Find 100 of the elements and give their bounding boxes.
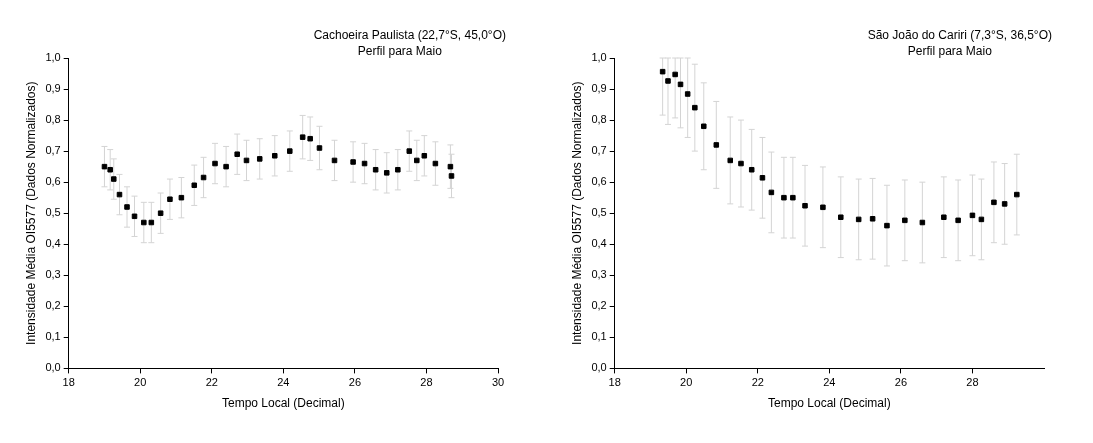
y-tick-label: 0,8 <box>45 113 61 126</box>
chart-subtitle: Perfil para Maio <box>907 44 993 59</box>
point <box>759 175 766 181</box>
y-tick-label: 0,0 <box>45 361 61 374</box>
point <box>299 134 306 140</box>
x-tick-label: 20 <box>134 376 147 389</box>
y-tick-label: 1,0 <box>591 51 607 64</box>
y-tick-label: 0,5 <box>45 206 61 219</box>
point <box>111 176 117 182</box>
point <box>684 91 691 97</box>
point <box>919 219 926 226</box>
point <box>969 212 976 219</box>
point <box>1014 191 1020 198</box>
point <box>838 214 844 220</box>
point <box>350 159 356 165</box>
point <box>212 160 218 167</box>
point <box>148 219 155 226</box>
x-tick-label: 18 <box>608 376 621 389</box>
point <box>748 166 755 173</box>
point <box>884 222 890 229</box>
point <box>781 194 787 201</box>
point <box>191 182 198 189</box>
y-tick-label: 0,2 <box>45 299 61 312</box>
point <box>178 194 185 201</box>
point <box>1001 201 1008 207</box>
point <box>713 142 720 148</box>
y-tick-label: 1,0 <box>45 51 61 64</box>
y-axis-title: Intensidade Média OI5577 (Dados Normalizados) <box>569 81 584 345</box>
point <box>223 163 229 170</box>
point <box>991 199 997 206</box>
y-tick-label: 0,1 <box>45 330 61 343</box>
point <box>372 166 379 173</box>
point <box>820 204 826 211</box>
x-tick-label: 24 <box>277 376 290 389</box>
x-axis-title: Tempo Local (Decimal) <box>767 396 891 411</box>
x-tick-label: 28 <box>420 376 433 389</box>
point <box>107 166 113 173</box>
point <box>978 216 985 223</box>
y-tick-label: 0,9 <box>591 82 607 95</box>
point <box>307 135 313 142</box>
y-tick-label: 0,4 <box>45 237 61 250</box>
y-tick-label: 0,3 <box>591 268 607 281</box>
point <box>738 160 744 167</box>
x-tick-label: 24 <box>823 376 836 389</box>
point <box>448 173 455 179</box>
point <box>955 217 961 224</box>
point <box>941 214 947 220</box>
y-tick-label: 0,0 <box>591 361 607 374</box>
y-tick-label: 0,4 <box>591 237 607 250</box>
point <box>167 196 173 202</box>
chart-title: Cachoeira Paulista (22,7°S, 45,0°O) <box>313 28 506 43</box>
point <box>692 104 698 111</box>
point <box>802 202 808 209</box>
point <box>701 123 707 130</box>
point <box>432 160 439 167</box>
point <box>869 216 876 222</box>
x-tick-label: 20 <box>680 376 693 389</box>
point <box>414 157 420 164</box>
y-tick-label: 0,6 <box>45 175 61 188</box>
point <box>447 163 454 170</box>
x-tick-label: 22 <box>205 376 218 389</box>
point <box>124 204 130 210</box>
point <box>855 216 862 223</box>
point <box>659 68 666 75</box>
x-tick-label: 30 <box>491 376 505 389</box>
y-tick-label: 0,6 <box>591 175 607 188</box>
point <box>421 153 428 159</box>
chart-subtitle: Perfil para Maio <box>357 44 443 59</box>
point <box>101 163 108 170</box>
x-tick-label: 22 <box>751 376 764 389</box>
point <box>677 81 684 88</box>
point <box>395 166 401 173</box>
point <box>157 210 164 216</box>
point <box>131 213 138 220</box>
y-tick-label: 0,9 <box>45 82 61 95</box>
point <box>383 170 390 176</box>
point <box>665 78 671 84</box>
x-tick-label: 18 <box>62 376 75 389</box>
point <box>316 145 323 151</box>
y-tick-label: 0,2 <box>591 299 607 312</box>
y-tick-label: 0,1 <box>591 330 607 343</box>
point <box>406 148 413 154</box>
x-axis-title: Tempo Local (Decimal) <box>221 396 345 411</box>
y-tick-label: 0,7 <box>45 144 61 157</box>
point <box>768 189 775 196</box>
point <box>234 151 240 157</box>
y-tick-label: 0,7 <box>591 144 607 157</box>
y-tick-label: 0,5 <box>591 206 607 219</box>
y-tick-label: 0,8 <box>591 113 607 126</box>
point <box>727 157 734 164</box>
y-tick-label: 0,3 <box>45 268 61 281</box>
point <box>672 71 678 78</box>
x-tick-label: 26 <box>348 376 362 389</box>
point <box>272 153 278 159</box>
point <box>141 219 147 226</box>
x-tick-label: 28 <box>966 376 979 389</box>
point <box>256 156 263 162</box>
x-tick-label: 26 <box>894 376 908 389</box>
point <box>287 148 293 154</box>
point <box>790 194 796 201</box>
